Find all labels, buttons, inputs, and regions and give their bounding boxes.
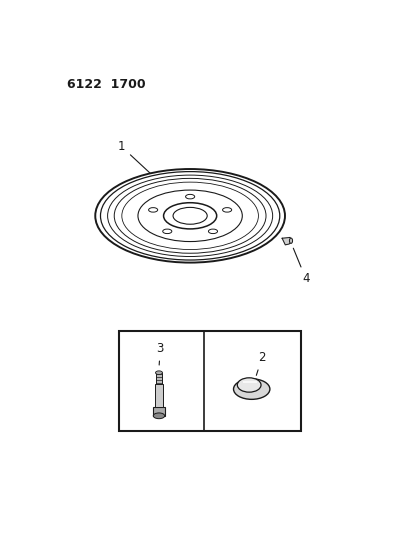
Ellipse shape (164, 203, 217, 229)
Text: 2: 2 (256, 351, 266, 375)
Ellipse shape (122, 182, 258, 249)
Ellipse shape (233, 379, 270, 399)
Ellipse shape (95, 169, 285, 263)
Ellipse shape (186, 195, 195, 199)
Text: 3: 3 (157, 343, 164, 365)
Ellipse shape (163, 229, 172, 233)
Text: 4: 4 (293, 248, 310, 285)
Ellipse shape (138, 190, 242, 241)
Ellipse shape (114, 179, 266, 253)
Ellipse shape (153, 413, 165, 419)
Ellipse shape (155, 371, 162, 375)
Ellipse shape (289, 238, 293, 244)
Polygon shape (282, 237, 292, 245)
Bar (155, 384, 163, 407)
Ellipse shape (237, 378, 261, 392)
Bar (119, 330, 301, 431)
Bar (153, 407, 165, 416)
Text: 6122  1700: 6122 1700 (67, 78, 145, 91)
Ellipse shape (149, 208, 158, 212)
Bar (155, 373, 162, 384)
Ellipse shape (222, 208, 232, 212)
Ellipse shape (208, 229, 217, 233)
Ellipse shape (173, 207, 207, 224)
Ellipse shape (100, 172, 280, 260)
Text: 1: 1 (118, 140, 158, 180)
Ellipse shape (108, 175, 273, 256)
